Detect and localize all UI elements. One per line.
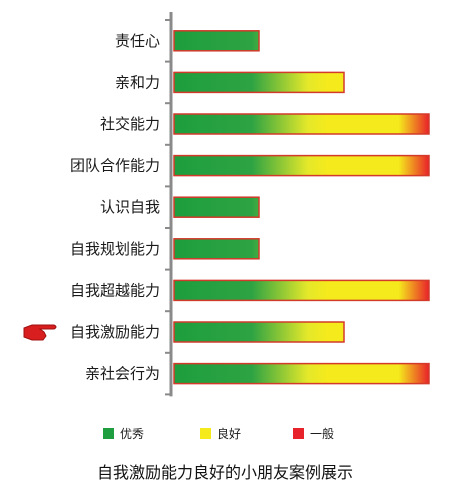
legend: 优秀 良好 一般 (103, 426, 334, 441)
category-axis (165, 12, 173, 397)
category-label: 自我规划能力 (70, 240, 160, 258)
bar-1 (173, 30, 260, 52)
bar-2 (173, 71, 345, 94)
bar-4 (173, 154, 430, 177)
legend-label: 一般 (310, 426, 334, 441)
bar-7 (173, 279, 430, 302)
bar-9 (173, 362, 430, 385)
category-label: 亲社会行为 (85, 365, 160, 383)
legend-swatch (293, 428, 304, 439)
category-label: 团队合作能力 (70, 157, 160, 175)
bar-5 (173, 196, 260, 218)
category-label: 认识自我 (100, 198, 160, 216)
category-labels-group: 责任心亲和力社交能力团队合作能力认识自我自我规划能力自我超越能力自我激励能力亲社… (70, 32, 160, 383)
legend-label: 优秀 (120, 427, 144, 441)
bars-group (173, 30, 430, 385)
chart-caption: 自我激励能力良好的小朋友案例展示 (97, 463, 353, 482)
category-label: 责任心 (115, 32, 160, 50)
legend-swatch (200, 428, 211, 439)
legend-label: 良好 (217, 426, 241, 441)
pointing-hand-icon (23, 324, 57, 341)
bar-8 (173, 321, 345, 343)
category-label: 自我超越能力 (70, 281, 160, 299)
bar-3 (173, 113, 430, 135)
category-label: 自我激励能力 (70, 323, 160, 341)
category-label: 亲和力 (115, 73, 160, 91)
category-label: 社交能力 (100, 115, 160, 133)
bar-6 (173, 238, 260, 260)
pointing-hand-shape (23, 324, 57, 341)
legend-swatch (103, 428, 114, 439)
